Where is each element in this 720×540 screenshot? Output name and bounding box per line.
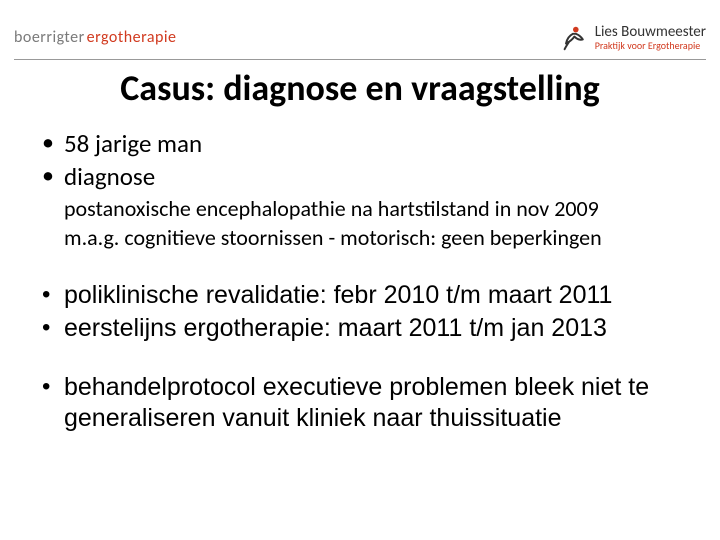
- header-bar: boerrigter ergotherapie Lies Bouwmeester…: [14, 16, 706, 60]
- slide-content: 58 jarige man diagnose postanoxische enc…: [36, 128, 684, 437]
- bullet-list: behandelprotocol executieve problemen bl…: [36, 372, 684, 435]
- logo-right-line2: Praktijk voor Ergotherapie: [595, 40, 701, 51]
- bullet-item: eerstelijns ergotherapie: maart 2011 t/m…: [36, 313, 684, 344]
- slide-title: Casus: diagnose en vraagstelling: [0, 66, 720, 110]
- logo-right: Lies Bouwmeester Praktijk voor Ergothera…: [559, 24, 706, 52]
- bullet-item: poliklinische revalidatie: febr 2010 t/m…: [36, 280, 684, 311]
- bullet-list: poliklinische revalidatie: febr 2010 t/m…: [36, 280, 684, 345]
- bullet-item: diagnose: [36, 161, 684, 192]
- person-motion-icon: [559, 24, 587, 52]
- logo-left-part2: ergotherapie: [87, 28, 177, 47]
- logo-left-part1: boerrigter: [14, 28, 85, 47]
- logo-right-line1: Lies Bouwmeester: [595, 24, 706, 41]
- slide: boerrigter ergotherapie Lies Bouwmeester…: [0, 0, 720, 540]
- logo-right-text: Lies Bouwmeester Praktijk voor Ergothera…: [595, 24, 706, 52]
- sub-text: postanoxische encephalopathie na hartsti…: [64, 195, 684, 223]
- spacer: [36, 346, 684, 372]
- spacer: [36, 254, 684, 280]
- sub-text: m.a.g. cognitieve stoornissen - motorisc…: [64, 224, 684, 252]
- logo-left: boerrigter ergotherapie: [14, 28, 177, 47]
- bullet-list: 58 jarige man diagnose: [36, 128, 684, 193]
- bullet-item: behandelprotocol executieve problemen bl…: [36, 372, 684, 435]
- bullet-item: 58 jarige man: [36, 128, 684, 159]
